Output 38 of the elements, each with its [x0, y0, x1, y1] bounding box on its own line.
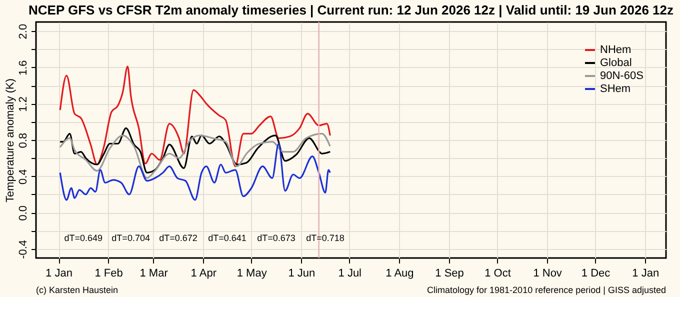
x-tick-label: 1 Jan [46, 268, 72, 280]
x-tick-label: 1 Apr [190, 268, 217, 280]
y-tick-label: -0.4 [18, 240, 30, 259]
annotation: dT=0.672 [159, 233, 198, 243]
y-tick-label: 0.4 [18, 169, 30, 184]
line-series [59, 132, 331, 179]
line-series [59, 127, 331, 174]
x-tick-label: 1 Mar [140, 268, 168, 280]
line-series [59, 142, 331, 201]
legend-label: 90N-60S [600, 70, 644, 82]
y-tick-label: 0.0 [18, 205, 30, 221]
legend-label: SHem [600, 83, 631, 95]
y-tick-label: 1.6 [18, 60, 30, 76]
y-tick-label: 1.2 [18, 96, 30, 112]
x-tick-label: 1 May [236, 268, 268, 280]
x-tick-label: 1 Aug [386, 268, 414, 280]
chart-title: NCEP GFS vs CFSR T2m anomaly timeseries | Current run: 12 Jun 2026 12z | Valid until: 19 Jun 2026 12z [28, 2, 674, 18]
x-tick-label: 1 Nov [533, 268, 562, 280]
x-tick-label: 1 Sep [435, 268, 464, 280]
annotation: dT=0.673 [257, 233, 296, 243]
x-tick-label: 1 Jun [288, 268, 316, 280]
legend-label: NHem [600, 44, 632, 56]
line-series [59, 66, 331, 168]
annotation: dT=0.641 [208, 233, 246, 243]
x-tick-label: 1 Jan [632, 268, 660, 280]
x-tick-label: 1 Oct [484, 268, 511, 280]
y-axis-title: Temperature anomaly (K) [4, 78, 16, 203]
annotation: dT=0.649 [64, 233, 103, 243]
y-tick-label: 2.0 [18, 24, 30, 40]
x-tick-label: 1 Jul [338, 268, 362, 280]
text: Climatology for 1981-2010 reference period | GISS adjusted [427, 285, 666, 295]
y-tick-label: 0.8 [18, 132, 30, 148]
x-tick-label: 1 Dec [581, 268, 611, 280]
x-tick-label: 1 Feb [94, 268, 123, 280]
annotation: dT=0.718 [306, 233, 344, 243]
legend-label: Global [600, 57, 632, 69]
annotation: dT=0.704 [112, 233, 150, 243]
text: (c) Karsten Haustein [36, 285, 118, 295]
